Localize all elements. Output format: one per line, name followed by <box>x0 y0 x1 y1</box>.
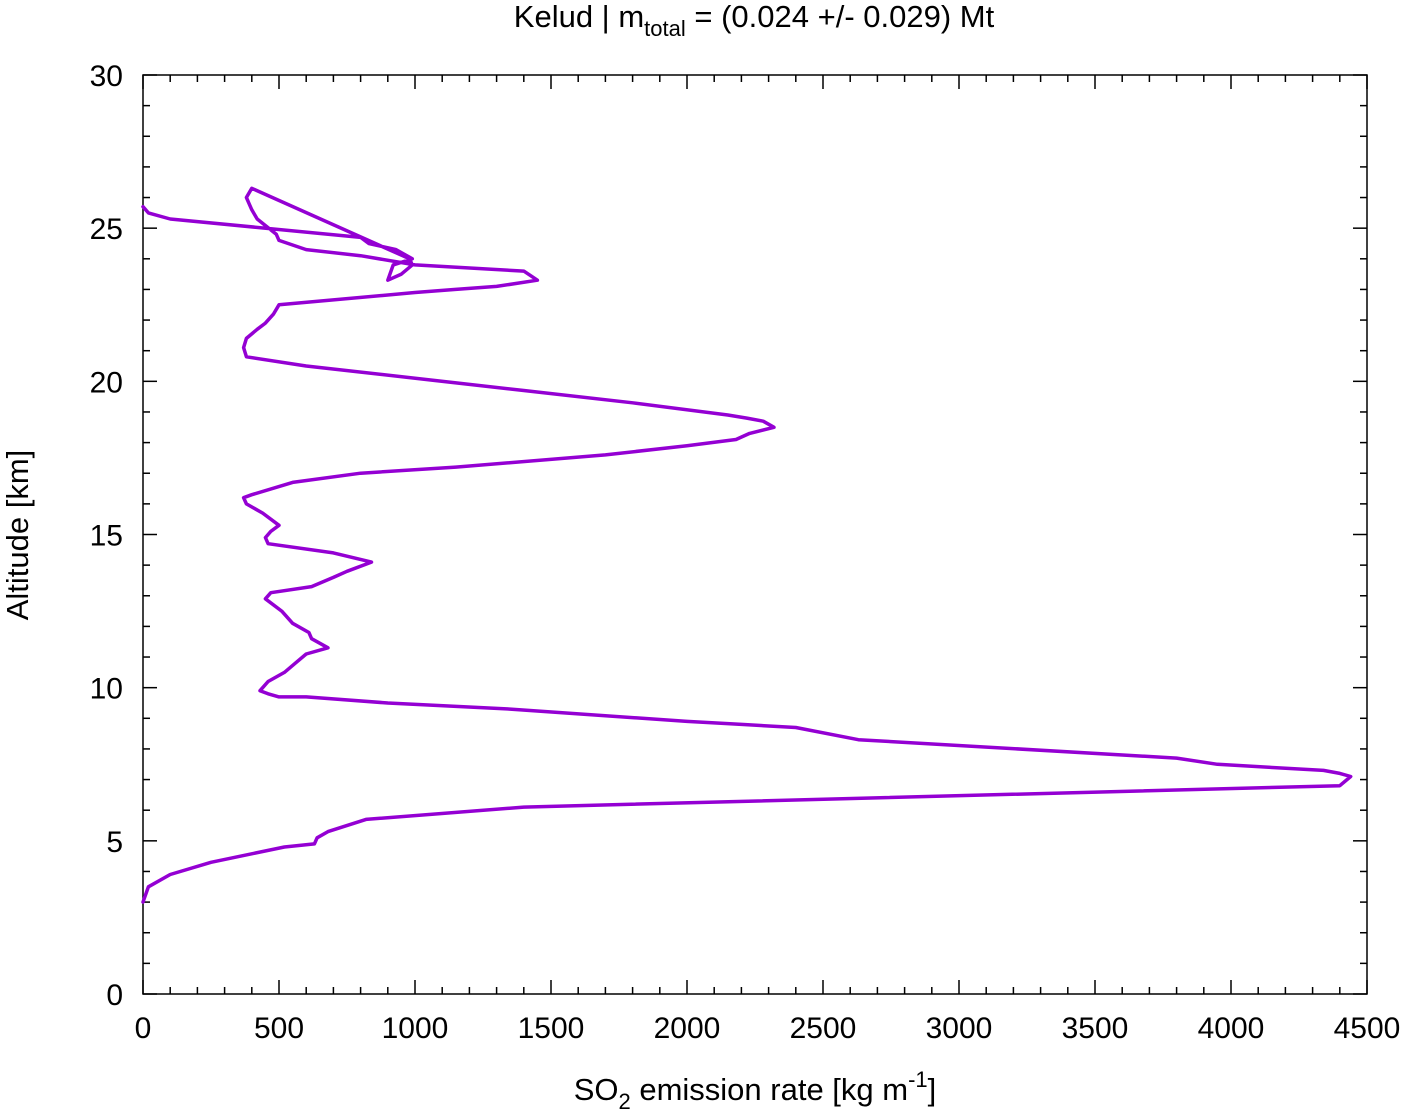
chart-title-suffix: = (0.024 +/- 0.029) Mt <box>686 0 995 34</box>
x-tick-label: 1000 <box>382 1012 449 1045</box>
chart-title-subscript: total <box>644 16 686 41</box>
emission-profile-line <box>141 186 1353 904</box>
x-axis-label-middle: emission rate [kg m <box>631 1072 908 1107</box>
x-tick-label: 500 <box>254 1012 304 1045</box>
plot-frame <box>142 74 1368 995</box>
y-tick-label: 15 <box>90 520 123 553</box>
axis-ticks <box>142 74 1368 995</box>
x-tick-label: 3000 <box>926 1012 993 1045</box>
x-tick-label: 2500 <box>790 1012 857 1045</box>
chart-title-prefix: Kelud | m <box>514 0 644 34</box>
x-axis-label-superscript: -1 <box>908 1067 928 1092</box>
x-axis-label-suffix: ] <box>928 1072 937 1107</box>
chart-title: Kelud | mtotal = (0.024 +/- 0.029) Mt <box>514 0 995 41</box>
x-tick-label: 4000 <box>1198 1012 1265 1045</box>
x-tick-label: 4500 <box>1334 1012 1401 1045</box>
y-axis-tick-labels: 0 5 10 15 20 25 30 <box>90 60 123 1012</box>
y-tick-label: 25 <box>90 213 123 246</box>
y-axis-label: Altitude [km] <box>0 450 35 621</box>
x-tick-label: 3500 <box>1062 1012 1129 1045</box>
x-axis-tick-labels: 0 500 1000 1500 2000 2500 3000 3500 4000 4500 <box>135 1012 1401 1045</box>
y-tick-label: 30 <box>90 60 123 93</box>
y-tick-label: 10 <box>90 673 123 706</box>
x-tick-label: 2000 <box>654 1012 721 1045</box>
x-axis-label-prefix: SO <box>574 1072 619 1107</box>
x-axis-label-subscript: 2 <box>618 1089 630 1111</box>
y-tick-label: 20 <box>90 366 123 399</box>
x-tick-label: 0 <box>135 1012 152 1045</box>
y-tick-label: 0 <box>106 979 123 1012</box>
y-tick-label: 5 <box>106 826 123 859</box>
x-tick-label: 1500 <box>518 1012 585 1045</box>
x-axis-label: SO2 emission rate [kg m-1] <box>574 1067 937 1111</box>
